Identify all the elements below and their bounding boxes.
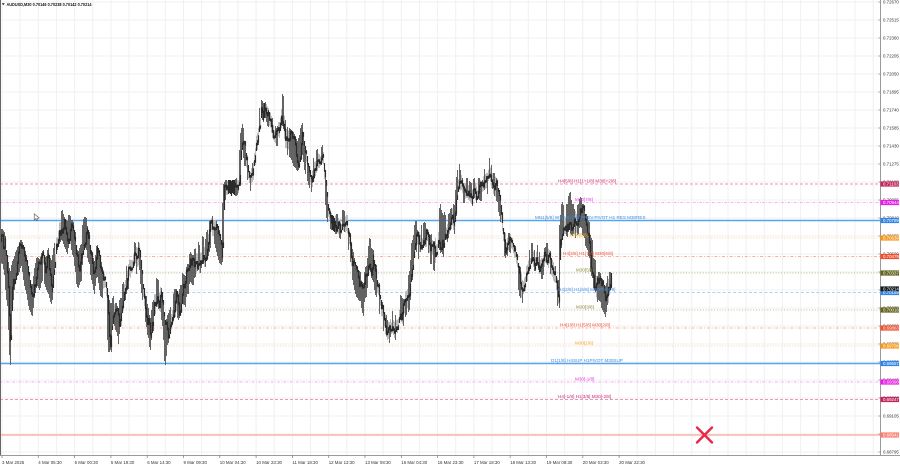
svg-text:AUDUSD,M30 0.70146 0.70238 0.: AUDUSD,M30 0.70146 0.70238 0.70142 0.702…	[7, 2, 93, 7]
svg-text:0.72515: 0.72515	[883, 18, 899, 23]
svg-text:0.72205: 0.72205	[883, 54, 899, 59]
svg-text:M30[3/8]: M30[3/8]	[576, 304, 594, 309]
svg-text:H4[5/8] H1[1+1/8] M30[+2/8]: H4[5/8] H1[1+1/8] M30[+2/8]	[558, 178, 616, 183]
svg-text:H4[1/8] H1[5/8] M30[2/8]: H4[1/8] H1[5/8] M30[2/8]	[560, 322, 610, 327]
svg-text:0.72360: 0.72360	[883, 36, 899, 41]
svg-text:0.70944: 0.70944	[883, 200, 899, 205]
svg-text:D1[1/8] H4SUP H1PIVOT M30SUP: D1[1/8] H4SUP H1PIVOT M30SUP	[551, 358, 623, 363]
svg-text:0.71740: 0.71740	[883, 108, 899, 113]
svg-text:M30[5/8]: M30[5/8]	[576, 267, 594, 272]
svg-text:0.72050: 0.72050	[883, 72, 899, 77]
svg-text:0.70018: 0.70018	[883, 308, 899, 313]
svg-text:0.69708: 0.69708	[883, 344, 899, 349]
svg-text:9 Mar 09:30: 9 Mar 09:30	[184, 460, 208, 465]
svg-text:0.69247: 0.69247	[883, 397, 899, 402]
svg-text:13 Mar 08:30: 13 Mar 08:30	[365, 460, 391, 465]
svg-text:16 Mar 23:30: 16 Mar 23:30	[438, 460, 464, 465]
svg-text:0.70789: 0.70789	[883, 218, 899, 223]
svg-text:0.69105: 0.69105	[883, 414, 899, 419]
svg-text:18 Mar 13:30: 18 Mar 13:30	[510, 460, 536, 465]
svg-text:16 Mar 04:30: 16 Mar 04:30	[401, 460, 427, 465]
svg-text:4 Mar 05:30: 4 Mar 05:30	[38, 460, 62, 465]
svg-text:3 Mar 2025: 3 Mar 2025	[2, 460, 25, 465]
svg-text:0.72670: 0.72670	[883, 0, 899, 5]
svg-text:5 Mar 19:30: 5 Mar 19:30	[111, 460, 135, 465]
svg-text:M30[-1/8]: M30[-1/8]	[575, 376, 594, 381]
svg-text:6 Mar 14:30: 6 Mar 14:30	[147, 460, 171, 465]
svg-text:0.71585: 0.71585	[883, 126, 899, 131]
svg-text:20 Mar 03:30: 20 Mar 03:30	[583, 460, 609, 465]
svg-text:11 Mar 18:30: 11 Mar 18:30	[292, 460, 318, 465]
svg-text:0.69398: 0.69398	[883, 380, 899, 385]
svg-text:0.70638: 0.70638	[883, 236, 899, 241]
svg-text:0.69863: 0.69863	[883, 326, 899, 331]
svg-text:19 Mar 08:30: 19 Mar 08:30	[547, 460, 573, 465]
svg-text:12 Mar 13:30: 12 Mar 13:30	[329, 460, 355, 465]
svg-text:H4[2/8] H1[6/8] M30PIV[4/8]: H4[2/8] H1[6/8] M30PIV[4/8]	[558, 287, 615, 292]
svg-text:0.69557: 0.69557	[883, 361, 899, 366]
svg-text:20 Mar 22:30: 20 Mar 22:30	[619, 460, 645, 465]
svg-text:H4[-1/8] H1[3/8] M30[-2/8]: H4[-1/8] H1[3/8] M30[-2/8]	[558, 394, 611, 399]
svg-text:MN1[5/8] W1[2/8] [1/2]PREV.PIV: MN1[5/8] W1[2/8] [1/2]PREV.PIVOT H1 RES …	[535, 215, 646, 220]
svg-text:10 Mar 23:30: 10 Mar 23:30	[256, 460, 282, 465]
svg-text:M30[7/8]: M30[7/8]	[575, 197, 593, 202]
svg-text:0.71895: 0.71895	[883, 90, 899, 95]
svg-text:0.71430: 0.71430	[883, 144, 899, 149]
svg-text:0.68941: 0.68941	[883, 433, 899, 438]
svg-text:0.68795: 0.68795	[883, 450, 899, 455]
svg-text:0.70337: 0.70337	[883, 271, 899, 276]
svg-text:0.71275: 0.71275	[883, 162, 899, 167]
svg-text:0.71103: 0.71103	[883, 182, 899, 187]
svg-text:H4[3/8] H1[7/8] M30[6/8]: H4[3/8] H1[7/8] M30[6/8]	[563, 251, 613, 256]
svg-text:M30[6/8]: M30[6/8]	[570, 232, 588, 237]
svg-text:M30[1/8]: M30[1/8]	[575, 340, 593, 345]
svg-text:0.70479: 0.70479	[883, 254, 899, 259]
svg-text:17 Mar 18:30: 17 Mar 18:30	[474, 460, 500, 465]
svg-text:10 Mar 04:30: 10 Mar 04:30	[220, 460, 246, 465]
svg-text:5 Mar 00:30: 5 Mar 00:30	[75, 460, 99, 465]
svg-text:0.70169: 0.70169	[883, 290, 899, 295]
svg-text:0.70214: 0.70214	[883, 286, 899, 291]
